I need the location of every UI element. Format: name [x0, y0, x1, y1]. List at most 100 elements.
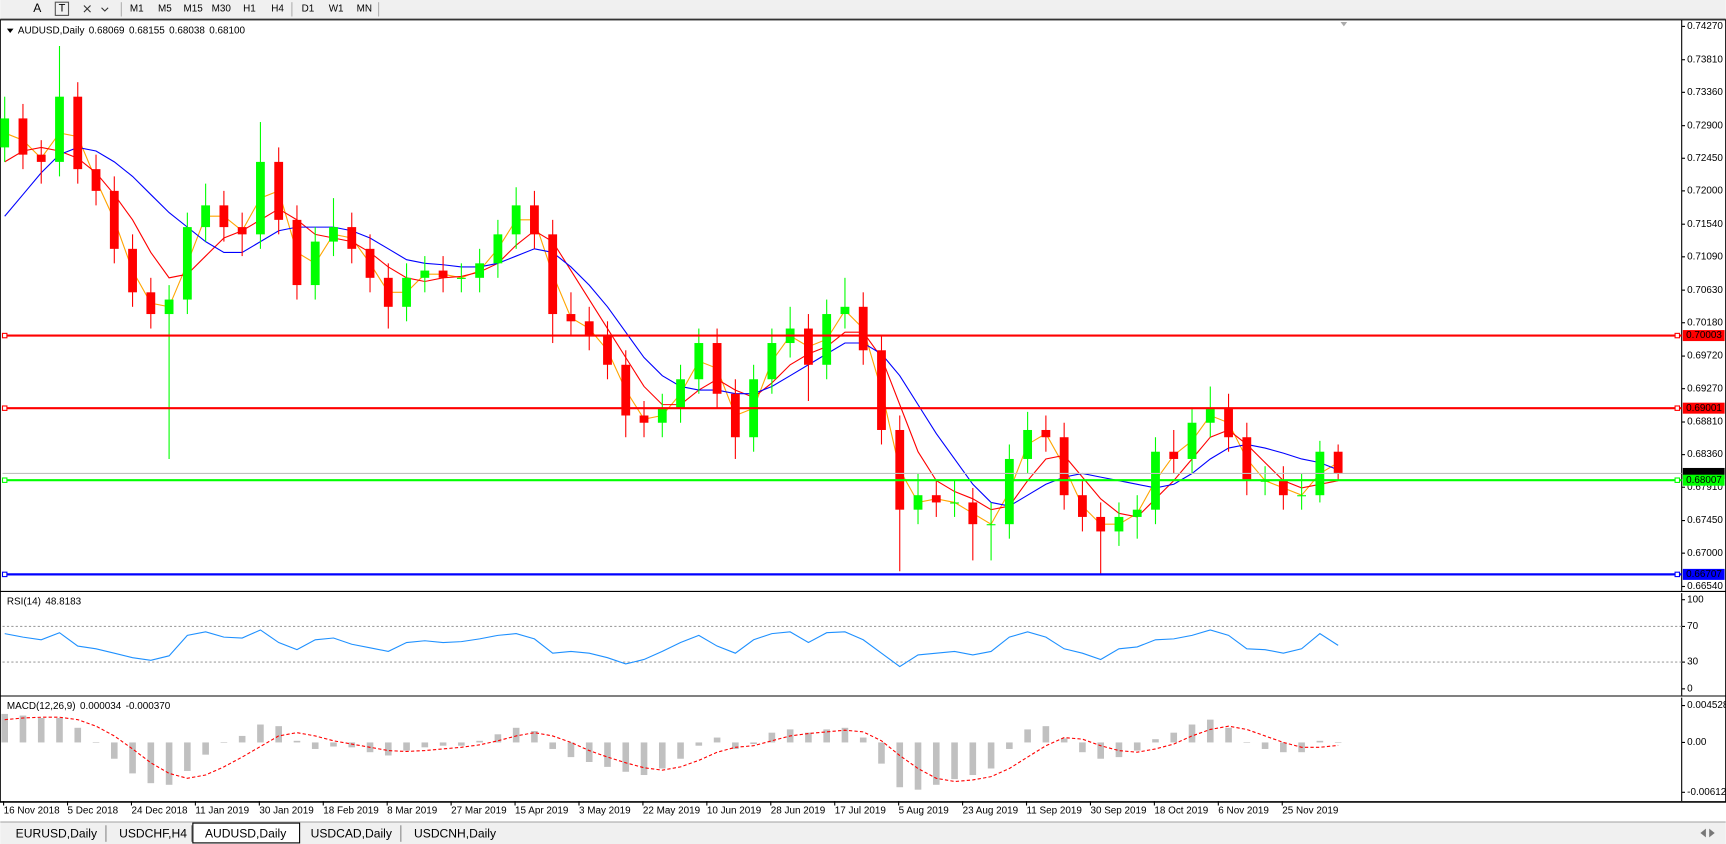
candle-body — [219, 205, 229, 228]
macd-histogram-bar — [932, 742, 940, 785]
macd-histogram-bar — [1225, 727, 1232, 743]
y-tick-label: 0.68810 — [1687, 417, 1723, 428]
macd-histogram-bar — [202, 742, 209, 755]
level-handle — [1, 571, 8, 578]
macd-histogram-bar — [19, 715, 27, 743]
candle-body — [201, 205, 211, 228]
candle-body — [1059, 437, 1069, 496]
x-tick-label: 5 Aug 2019 — [899, 806, 950, 817]
timeframe-button[interactable]: M15 — [183, 3, 203, 14]
macd-histogram-bar — [987, 742, 995, 769]
tool-label[interactable]: T — [59, 3, 66, 15]
chart-tab[interactable]: USDCAD,Daily — [311, 826, 393, 840]
x-tick-label: 25 Nov 2019 — [1282, 806, 1339, 817]
tab-scroll-arrows[interactable] — [1700, 828, 1715, 838]
macd-histogram-bar — [768, 732, 776, 743]
macd-histogram-bar — [238, 735, 246, 743]
y-tick-label: 100 — [1687, 594, 1704, 605]
candle-body — [1205, 408, 1215, 423]
chart-tab[interactable]: USDCNH,Daily — [414, 826, 497, 840]
macd-histogram-bar — [512, 727, 520, 743]
macd-histogram-bar — [439, 742, 447, 746]
y-tick-label: 30 — [1687, 657, 1699, 668]
candle-body — [1187, 422, 1197, 459]
candle-body — [566, 314, 576, 322]
candle-body — [1004, 458, 1014, 525]
candle-body — [164, 299, 174, 315]
macd-histogram-bar — [878, 742, 885, 764]
macd-histogram-bar — [92, 742, 100, 743]
x-tick-label: 15 Apr 2019 — [515, 806, 569, 817]
macd-histogram-bar — [311, 742, 319, 749]
x-tick-label: 27 Mar 2019 — [451, 806, 507, 817]
level-price-box — [1682, 568, 1725, 580]
header-triangle — [6, 28, 14, 34]
timeframe-button[interactable]: H4 — [271, 3, 284, 14]
candle-body — [329, 227, 338, 242]
indicator-value: 0.000034 — [80, 701, 122, 712]
macd-histogram-bar — [896, 742, 904, 788]
chart-tab[interactable]: EURUSD,Daily — [16, 826, 98, 840]
macd-histogram-bar — [732, 742, 739, 749]
macd-histogram-bar — [585, 742, 593, 762]
macd-histogram-bar — [1, 713, 8, 743]
candle-body — [109, 190, 119, 249]
timeframe-button[interactable]: H1 — [243, 3, 256, 14]
x-tick-label: 11 Sep 2019 — [1027, 806, 1083, 817]
candle-body — [55, 96, 64, 162]
candle-body — [1297, 495, 1307, 497]
chart-tab[interactable]: USDCHF,H4 — [119, 826, 187, 840]
candle-body — [804, 328, 813, 365]
macd-histogram-bar — [1115, 742, 1123, 758]
macd-histogram-bar — [257, 724, 264, 743]
timeframe-button[interactable]: D1 — [302, 3, 315, 14]
macd-histogram-bar — [823, 729, 830, 743]
candle-body — [858, 306, 868, 351]
macd-histogram-bar — [348, 742, 356, 748]
x-tick-label: 16 Nov 2018 — [4, 806, 61, 817]
y-tick-label: 0.74270 — [1687, 21, 1723, 32]
candle-body — [1023, 429, 1033, 459]
macd-histogram-bar — [695, 742, 703, 746]
timeframe-button[interactable]: M5 — [158, 3, 172, 14]
candle-body — [657, 408, 667, 423]
level-price-label: 0.66707 — [1686, 569, 1722, 580]
candle-body — [694, 343, 704, 380]
macd-histogram-bar — [567, 742, 575, 758]
chart-tab[interactable]: AUDUSD,Daily — [205, 826, 287, 840]
macd-histogram-bar — [640, 742, 648, 776]
macd-histogram-bar — [1133, 742, 1141, 751]
macd-histogram-bar — [403, 742, 410, 751]
tool-shapes-icon[interactable] — [83, 5, 109, 13]
tool-text[interactable]: A — [33, 1, 42, 15]
macd-histogram-bar — [476, 740, 483, 743]
macd-histogram-bar — [37, 718, 45, 743]
candle-body — [475, 263, 485, 278]
macd-histogram-bar — [1024, 729, 1031, 743]
macd-histogram-bar — [384, 742, 392, 756]
candle-body — [73, 96, 83, 170]
level-handle — [1674, 332, 1681, 339]
macd-histogram-bar — [859, 737, 867, 743]
timeframe-button[interactable]: W1 — [329, 3, 344, 14]
y-tick-label: 0.73810 — [1687, 54, 1723, 65]
macd-histogram-bar — [841, 727, 849, 743]
symbol-title: AUDUSD,Daily — [18, 25, 85, 36]
timeframe-button[interactable]: M30 — [212, 3, 232, 14]
candle-body — [347, 227, 357, 249]
macd-histogram-bar — [330, 742, 337, 747]
candle-body — [365, 248, 375, 278]
indicator-value: 48.8183 — [45, 597, 81, 608]
candle-body — [18, 118, 28, 155]
y-tick-label: 0.68360 — [1687, 449, 1723, 460]
level-price-box — [1682, 474, 1725, 486]
macd-histogram-bar — [604, 742, 611, 767]
candle-body — [950, 502, 959, 504]
macd-histogram-bar — [805, 732, 812, 743]
x-tick-label: 22 May 2019 — [643, 806, 701, 817]
x-tick-label: 8 Mar 2019 — [387, 806, 438, 817]
timeframe-button[interactable]: MN — [357, 3, 372, 14]
timeframe-button[interactable]: M1 — [130, 3, 144, 14]
y-tick-label: 0.72900 — [1687, 120, 1723, 131]
